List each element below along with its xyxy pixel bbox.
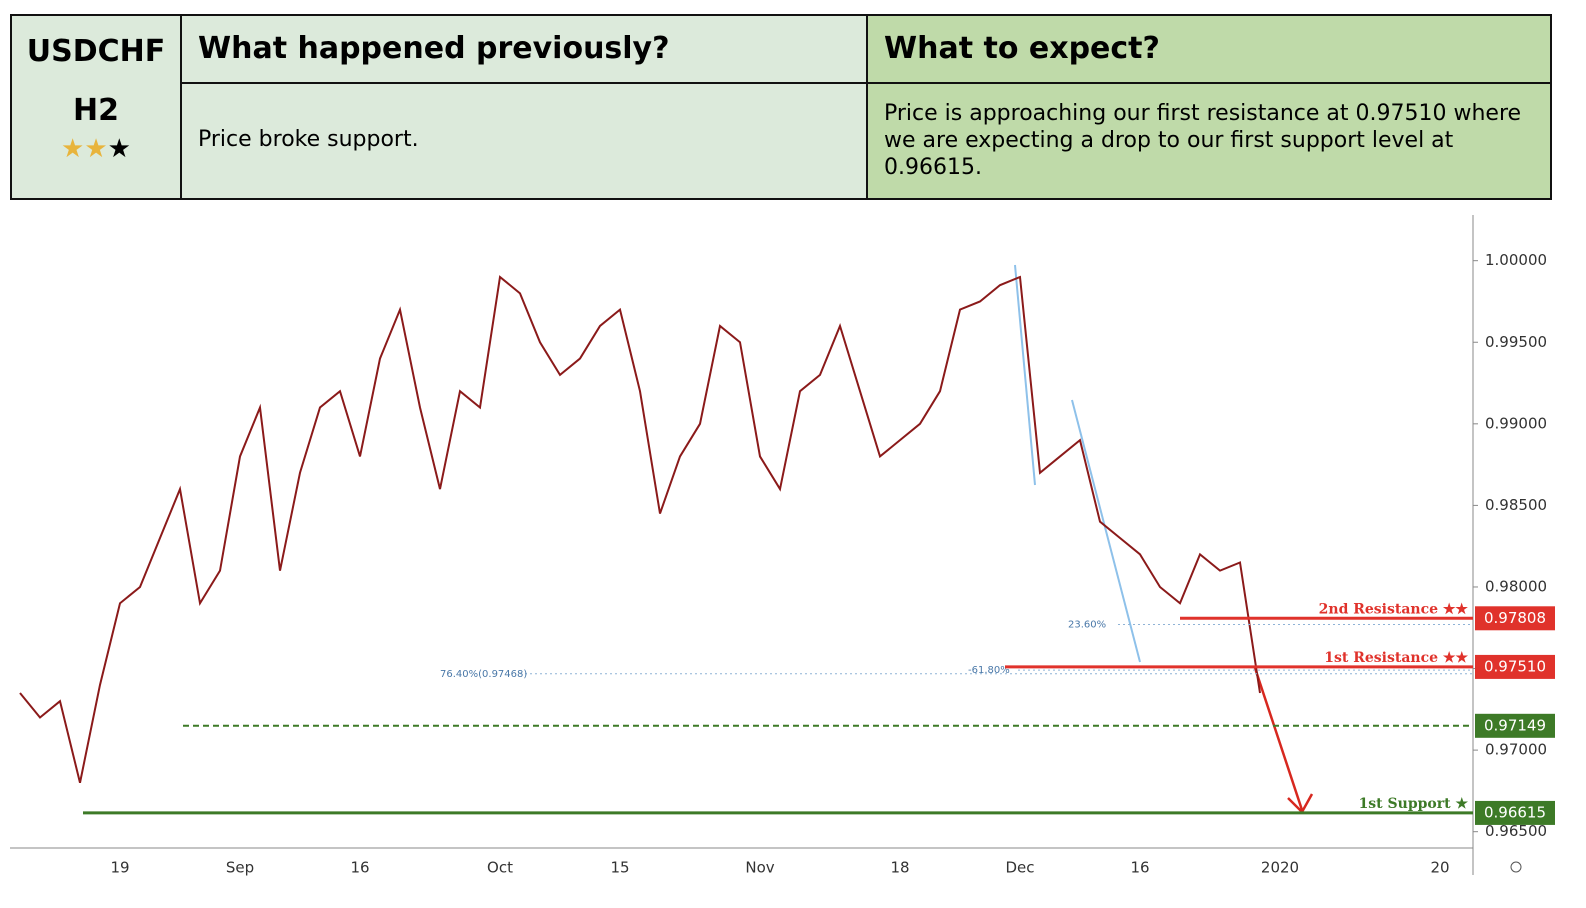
price-tag-label: 0.97149: [1484, 716, 1546, 734]
x-tick-label: 16: [1130, 859, 1149, 877]
col2-title: What happened previously?: [182, 16, 868, 84]
price-tag: [1475, 713, 1555, 738]
col3-text: Price is approaching our first resistanc…: [868, 84, 1550, 198]
price-tag-label: 0.97510: [1484, 657, 1546, 675]
rating-stars: ★★★: [61, 134, 131, 164]
y-tick-label: 0.99000: [1485, 414, 1547, 432]
x-tick-label: 15: [610, 859, 629, 877]
y-tick-label: 1.00000: [1485, 251, 1547, 269]
y-tick-label: 0.96500: [1485, 822, 1547, 840]
symbol-cell: USDCHF H2 ★★★: [12, 16, 182, 198]
x-tick-label: 19: [110, 859, 129, 877]
x-tick-label: Dec: [1005, 859, 1034, 877]
projection-arrow: [1253, 667, 1304, 811]
x-tick-label: 20: [1430, 859, 1449, 877]
swing-arrow: [1014, 264, 1036, 486]
y-tick-label: 0.97000: [1485, 741, 1547, 759]
arrow-head: [1287, 793, 1314, 815]
price-tag: [1475, 800, 1555, 825]
settings-icon: [1510, 861, 1522, 873]
col2-text: Price broke support.: [182, 84, 868, 198]
price-line: [19, 275, 1261, 783]
x-tick-label: Oct: [487, 859, 513, 877]
x-tick-label: 18: [890, 859, 909, 877]
fib-label: 23.60%: [1068, 619, 1106, 630]
y-tick-label: 0.97500: [1485, 659, 1547, 677]
y-tick-label: 0.99500: [1485, 333, 1547, 351]
info-table: USDCHF H2 ★★★ What happened previously? …: [10, 14, 1552, 200]
level-name: 1st Support ★: [1359, 796, 1469, 812]
y-tick-label: 0.98000: [1485, 577, 1547, 595]
level-name: 2nd Resistance ★★: [1319, 601, 1469, 617]
y-tick-label: 0.98500: [1485, 496, 1547, 514]
price-tag: [1475, 606, 1555, 631]
x-tick-label: 16: [350, 859, 369, 877]
fib-label: -61.80%: [968, 665, 1010, 676]
x-tick-label: Nov: [745, 859, 774, 877]
x-tick-label: Sep: [226, 859, 254, 877]
price-tag-label: 0.96615: [1484, 803, 1546, 821]
level-name: 1st Resistance ★★: [1324, 650, 1468, 666]
price-tag: [1475, 654, 1555, 679]
swing-arrow: [1071, 399, 1141, 663]
col3-title: What to expect?: [868, 16, 1550, 84]
price-tag-label: 0.97808: [1484, 609, 1546, 627]
x-tick-label: 2020: [1261, 859, 1299, 877]
symbol: USDCHF: [26, 34, 166, 69]
fib-label: 76.40%(0.97468): [440, 669, 527, 680]
timeframe: H2: [73, 93, 119, 128]
